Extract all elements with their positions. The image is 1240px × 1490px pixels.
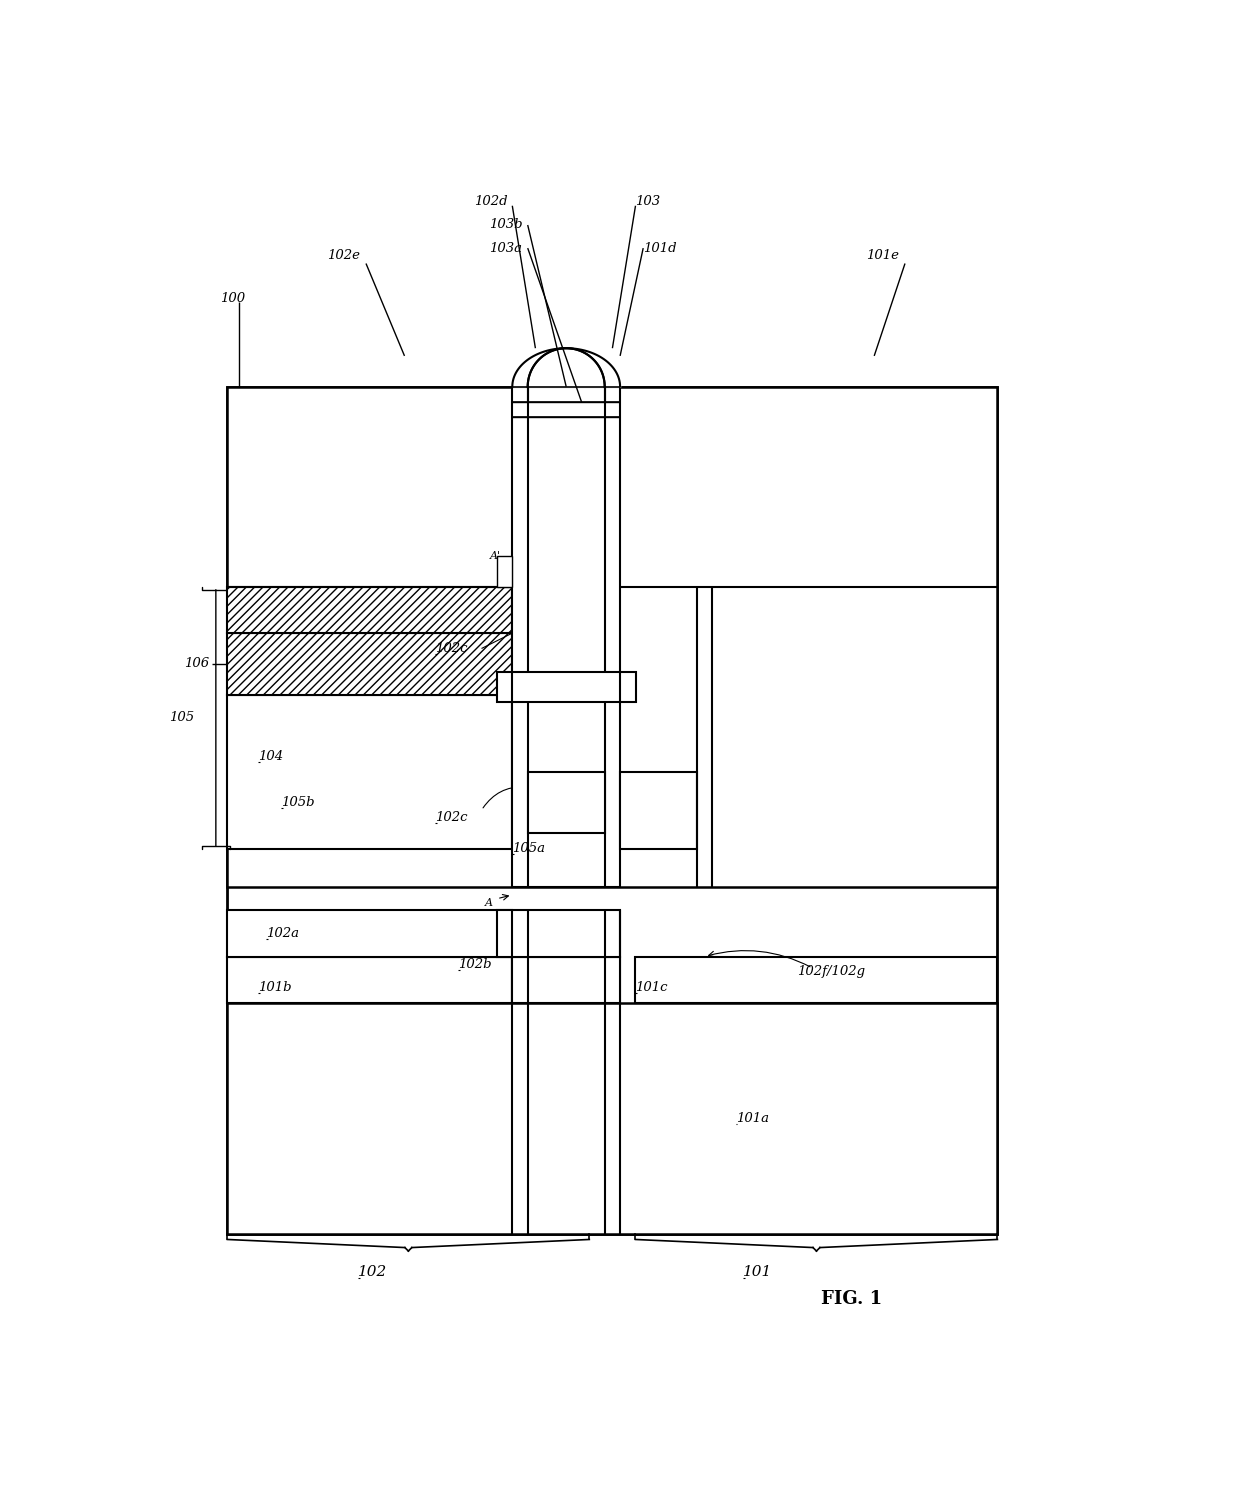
Text: FIG. 1: FIG. 1 [821, 1290, 882, 1308]
Text: 101: 101 [743, 1265, 773, 1280]
Text: 101a: 101a [735, 1112, 769, 1125]
Text: 102: 102 [358, 1265, 388, 1280]
Bar [227, 587, 512, 633]
Bar [497, 672, 635, 702]
Bar [227, 957, 512, 1003]
Text: 103: 103 [635, 195, 661, 209]
Bar [512, 687, 620, 887]
Bar [227, 633, 512, 694]
Bar [227, 387, 997, 887]
Text: 102c: 102c [435, 642, 467, 656]
Bar [620, 772, 697, 849]
Text: 103a: 103a [490, 241, 522, 255]
Bar [512, 387, 620, 687]
Polygon shape [528, 349, 605, 387]
Text: 105: 105 [169, 711, 193, 724]
Bar [227, 387, 997, 1234]
Text: 102e: 102e [327, 249, 361, 262]
Text: 101e: 101e [867, 249, 899, 262]
Text: 101d: 101d [644, 241, 677, 255]
Bar [497, 910, 620, 957]
Text: 102f/102g: 102f/102g [797, 966, 866, 979]
Text: A: A [485, 897, 494, 907]
Bar [227, 1003, 997, 1234]
Bar [227, 910, 512, 957]
Bar [528, 772, 605, 833]
Text: 102b: 102b [459, 958, 492, 970]
Text: 103b: 103b [490, 219, 523, 231]
Text: 106: 106 [184, 657, 210, 670]
Bar [635, 957, 997, 1003]
Text: 102c: 102c [435, 812, 467, 824]
Text: 105a: 105a [512, 842, 546, 855]
Text: 102a: 102a [265, 927, 299, 940]
Text: 101b: 101b [258, 980, 291, 994]
Bar [512, 957, 620, 1003]
Text: 100: 100 [219, 292, 244, 304]
Text: 101c: 101c [635, 980, 668, 994]
Text: A': A' [490, 551, 501, 562]
Text: 104: 104 [258, 749, 283, 763]
Text: 102d: 102d [474, 195, 507, 209]
Text: 105b: 105b [281, 796, 315, 809]
Bar [227, 694, 512, 849]
Bar [497, 556, 512, 587]
